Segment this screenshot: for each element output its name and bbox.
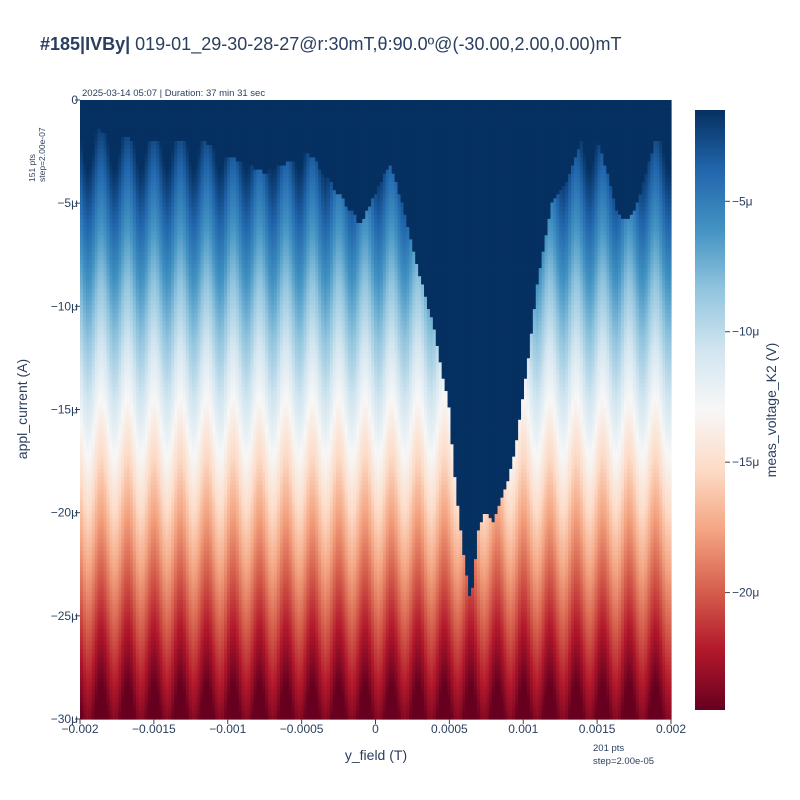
heatmap-cell xyxy=(668,190,672,195)
title-rest: 019-01_29-30-28-27@r:30mT,θ:90.0º@(-30.0… xyxy=(130,34,621,55)
heatmap-cell xyxy=(668,141,672,146)
heatmap-cell xyxy=(668,174,672,179)
heatmap-cell xyxy=(668,161,672,166)
heatmap-cell xyxy=(668,104,672,109)
heatmap-cell xyxy=(668,194,672,199)
heatmap-cell xyxy=(668,145,672,150)
chart-title: #185|IVBy| 019-01_29-30-28-27@r:30mT,θ:9… xyxy=(40,34,622,55)
heatmap-cell xyxy=(668,178,672,183)
y-points-step: step=2.00e-07 xyxy=(37,127,47,182)
heatmap-cell xyxy=(668,170,672,175)
heatmap-cell xyxy=(668,129,672,134)
y-points-count: 151 pts xyxy=(27,154,37,182)
heatmap-cell xyxy=(668,137,672,142)
x-points-count: 201 pts xyxy=(593,743,624,754)
heatmap-cell xyxy=(668,100,672,105)
title-prefix: #185|IVBy| xyxy=(40,34,130,54)
heatmap-cell xyxy=(668,186,672,191)
heatmap-cell xyxy=(668,121,672,126)
heatmap-cell xyxy=(668,108,672,113)
heatmap-cell xyxy=(668,166,672,171)
heatmap-cells xyxy=(80,100,672,720)
heatmap-cell xyxy=(668,149,672,154)
heatmap-cell xyxy=(668,153,672,158)
heatmap-cell xyxy=(668,133,672,138)
y-points-note: 151 pts step=2.00e-07 xyxy=(27,127,47,182)
heatmap-cell xyxy=(668,125,672,130)
heatmap-cell xyxy=(668,112,672,117)
x-points-step: step=2.00e-05 xyxy=(593,756,654,767)
info-line: 2025-03-14 05:07 | Duration: 37 min 31 s… xyxy=(82,88,265,99)
heatmap-cell xyxy=(668,182,672,187)
heatmap-cell xyxy=(668,157,672,162)
heatmap-cell xyxy=(668,116,672,121)
